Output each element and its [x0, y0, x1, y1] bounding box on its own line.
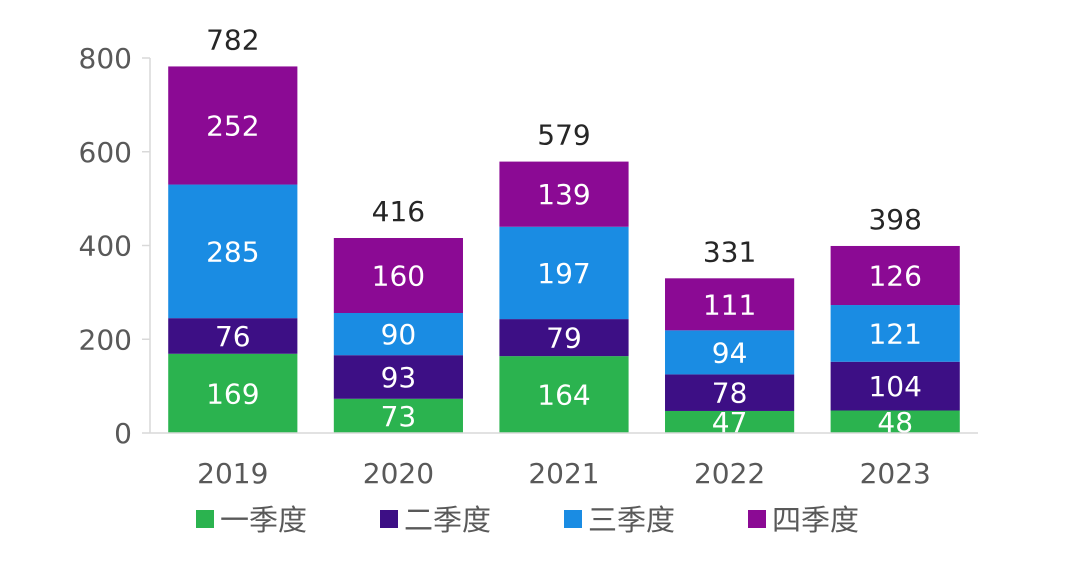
- segment-value-label: 111: [703, 288, 756, 321]
- segment-value-label: 126: [868, 260, 921, 293]
- total-value-label: 579: [537, 119, 590, 152]
- bar-segment: [830, 305, 960, 362]
- legend-label: 四季度: [772, 503, 859, 537]
- segment-value-label: 164: [537, 379, 590, 412]
- y-tick-label: 200: [79, 323, 132, 356]
- segment-value-label: 139: [537, 178, 590, 211]
- bar-segment: [665, 278, 795, 331]
- x-axis: 2019 2020 2021 2022 2023: [150, 432, 978, 490]
- bar-segment: [499, 319, 629, 357]
- segment-value-label: 121: [868, 317, 921, 350]
- segment-value-label: 169: [206, 377, 259, 410]
- x-tick-label: 2020: [363, 457, 434, 490]
- segment-value-label: 160: [372, 260, 425, 293]
- bar-segment: [333, 238, 463, 313]
- legend: 一季度 二季度 三季度 四季度: [196, 503, 859, 537]
- bar-segment: [499, 226, 629, 320]
- bar-segment: [499, 356, 629, 433]
- bar-segment: [168, 353, 298, 433]
- bar-segment: [830, 410, 960, 433]
- segment-value-label: 285: [206, 235, 259, 268]
- legend-swatch: [196, 510, 214, 528]
- bar-segment: [333, 313, 463, 356]
- y-tick-label: 600: [79, 136, 132, 169]
- x-tick-label: 2021: [528, 457, 599, 490]
- segment-value-label: 78: [712, 377, 748, 410]
- segment-value-label: 252: [206, 110, 259, 143]
- segment-value-label: 93: [381, 361, 417, 394]
- bar-segment: [168, 184, 298, 319]
- total-value-label: 398: [868, 203, 921, 236]
- bar-segment: [499, 161, 629, 227]
- bar-segment: [830, 361, 960, 411]
- bar-segment: [333, 355, 463, 399]
- legend-label: 三季度: [588, 503, 675, 537]
- legend-swatch: [564, 510, 582, 528]
- legend-label: 一季度: [220, 503, 307, 537]
- segment-value-label: 48: [877, 406, 913, 439]
- y-tick-label: 0: [114, 417, 132, 450]
- bar-segment: [830, 245, 960, 306]
- segment-value-label: 79: [546, 322, 582, 355]
- segment-value-label: 73: [381, 400, 417, 433]
- bar-segment: [665, 374, 795, 411]
- bar-segment: [665, 410, 795, 433]
- x-tick-label: 2019: [197, 457, 268, 490]
- total-labels: 782 416 579 331 398: [206, 23, 922, 268]
- segment-value-label: 197: [537, 257, 590, 290]
- x-tick-label: 2023: [860, 457, 931, 490]
- y-tick-label: 800: [79, 42, 132, 75]
- total-value-label: 782: [206, 23, 259, 56]
- x-tick-label: 2022: [694, 457, 765, 490]
- legend-swatch: [748, 510, 766, 528]
- y-axis: 0 200 400 600 800: [79, 42, 151, 450]
- segment-value-label: 94: [712, 336, 748, 369]
- bar-segment: [168, 318, 298, 354]
- bar-segment: [168, 66, 298, 185]
- segment-value-label: 76: [215, 320, 251, 353]
- segment-value-label: 104: [868, 370, 921, 403]
- bars: 1697628525273939016016479197139477894111…: [168, 66, 960, 439]
- legend-swatch: [380, 510, 398, 528]
- total-value-label: 331: [703, 235, 756, 268]
- segment-value-label: 90: [381, 318, 417, 351]
- bar-segment: [665, 330, 795, 375]
- total-value-label: 416: [372, 195, 425, 228]
- bar-segment: [333, 398, 463, 433]
- y-tick-label: 400: [79, 230, 132, 263]
- legend-label: 二季度: [404, 503, 491, 537]
